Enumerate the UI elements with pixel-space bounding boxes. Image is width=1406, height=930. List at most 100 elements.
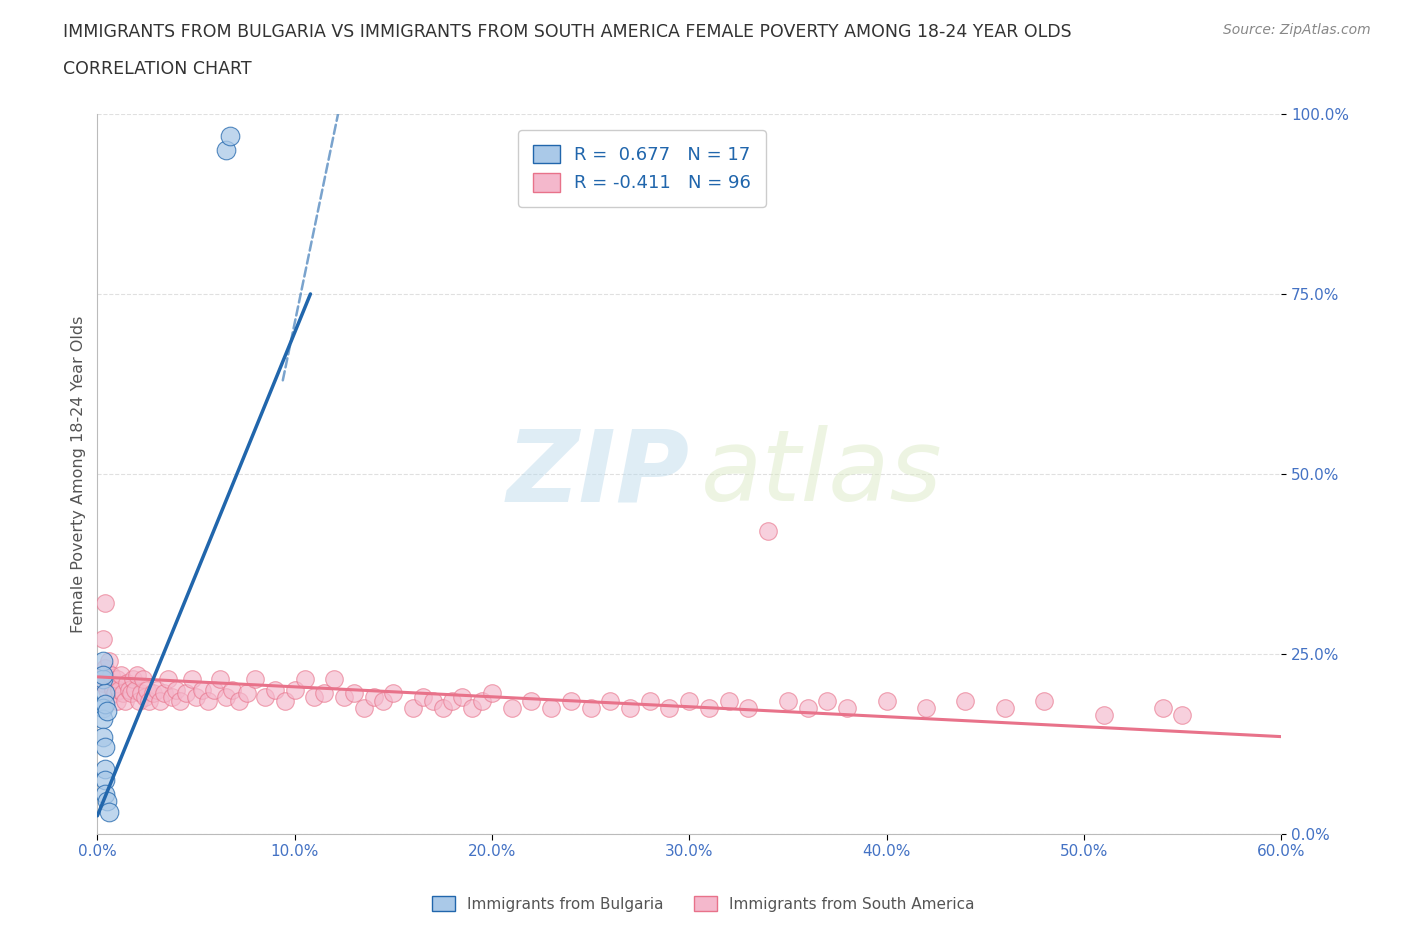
Point [202, 683, 225, 698]
Text: CORRELATION CHART: CORRELATION CHART [63, 60, 252, 78]
Point [91, 711, 114, 726]
Point [228, 693, 250, 708]
Point [142, 686, 165, 701]
Point [274, 693, 297, 708]
Point [124, 683, 146, 698]
Point [412, 689, 434, 704]
Point [135, 683, 157, 698]
Point [134, 689, 156, 704]
Point [145, 683, 167, 698]
Point [94, 787, 117, 802]
Point [110, 668, 132, 683]
Point [197, 693, 219, 708]
Legend: Immigrants from Bulgaria, Immigrants from South America: Immigrants from Bulgaria, Immigrants fro… [426, 889, 980, 918]
Point [402, 700, 425, 715]
Point [382, 686, 405, 701]
Point [353, 700, 375, 715]
Point [214, 689, 236, 704]
Point [91, 729, 114, 744]
Point [737, 700, 759, 715]
Point [1092, 708, 1115, 723]
Point [876, 693, 898, 708]
Point [98, 654, 121, 669]
Point [560, 693, 582, 708]
Point [304, 689, 326, 704]
Point [776, 693, 799, 708]
Point [343, 686, 366, 701]
Point [471, 693, 494, 708]
Y-axis label: Female Poverty Among 18-24 Year Olds: Female Poverty Among 18-24 Year Olds [72, 315, 86, 632]
Point [1152, 700, 1174, 715]
Point [432, 700, 454, 715]
Point [756, 524, 779, 538]
Point [121, 671, 143, 686]
Point [221, 683, 243, 698]
Point [254, 689, 277, 704]
Point [619, 700, 641, 715]
Point [184, 689, 207, 704]
Point [108, 683, 131, 698]
Point [165, 683, 187, 698]
Point [284, 683, 307, 698]
Point [115, 675, 138, 690]
Point [520, 693, 543, 708]
Point [243, 671, 266, 686]
Point [333, 689, 356, 704]
Point [94, 661, 117, 676]
Point [96, 671, 118, 686]
Point [697, 700, 720, 715]
Text: Source: ZipAtlas.com: Source: ZipAtlas.com [1223, 23, 1371, 37]
Point [111, 686, 134, 701]
Point [441, 693, 464, 708]
Point [94, 740, 117, 755]
Point [181, 671, 204, 686]
Point [91, 668, 114, 683]
Point [579, 700, 602, 715]
Point [91, 700, 114, 715]
Point [120, 686, 142, 701]
Point [323, 671, 346, 686]
Point [132, 671, 155, 686]
Point [94, 762, 117, 777]
Point [373, 693, 395, 708]
Point [796, 700, 818, 715]
Point [104, 686, 127, 701]
Point [174, 686, 197, 701]
Point [114, 693, 136, 708]
Point [815, 693, 838, 708]
Point [96, 704, 118, 719]
Text: ZIP: ZIP [506, 425, 689, 523]
Point [98, 804, 121, 819]
Point [208, 671, 231, 686]
Point [96, 794, 118, 809]
Point [678, 693, 700, 708]
Point [91, 654, 114, 669]
Point [94, 686, 117, 701]
Point [94, 697, 117, 711]
Point [94, 772, 117, 787]
Point [481, 686, 503, 701]
Point [100, 668, 122, 683]
Point [138, 693, 160, 708]
Point [91, 632, 114, 647]
Point [157, 671, 180, 686]
Point [658, 700, 681, 715]
Point [91, 675, 114, 690]
Point [994, 700, 1017, 715]
Point [218, 128, 240, 143]
Point [422, 693, 444, 708]
Point [236, 686, 259, 701]
Point [105, 671, 128, 686]
Point [955, 693, 977, 708]
Point [1171, 708, 1194, 723]
Point [638, 693, 661, 708]
Point [835, 700, 858, 715]
Point [128, 693, 150, 708]
Point [461, 700, 484, 715]
Point [129, 686, 152, 701]
Point [94, 596, 117, 611]
Point [363, 689, 385, 704]
Text: atlas: atlas [702, 425, 942, 523]
Point [451, 689, 474, 704]
Point [314, 686, 336, 701]
